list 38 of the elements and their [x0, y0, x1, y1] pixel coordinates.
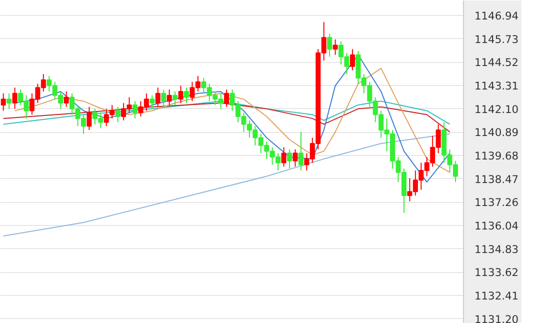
y-tick-label: 1142.10: [474, 102, 519, 116]
y-tick-label: 1134.83: [474, 242, 519, 256]
candlestick: [64, 90, 69, 108]
candlestick: [150, 94, 155, 110]
y-tick-label: 1144.52: [474, 56, 519, 70]
candlestick: [298, 131, 304, 171]
y-tick-label: 1139.68: [474, 149, 519, 162]
candlestick: [281, 146, 286, 168]
candlestick: [6, 92, 12, 110]
line-series: [14, 68, 450, 173]
candlestick: [350, 48, 355, 71]
line-series: [2, 133, 450, 237]
y-tick-label: 1132.41: [474, 290, 519, 303]
candlestick: [115, 106, 120, 123]
candlestick: [0, 92, 6, 112]
y-tick-label: 1136.04: [474, 220, 519, 233]
y-tick-label: 1138.47: [474, 172, 519, 186]
candlestick: [327, 33, 332, 58]
candlestick: [292, 148, 298, 168]
candlestick: [287, 148, 292, 170]
candlestick: [132, 100, 138, 119]
candlestick: [184, 87, 190, 104]
candlestick: [161, 89, 166, 108]
candlestick: [224, 89, 230, 108]
candlestick: [86, 106, 92, 131]
candlestick: [332, 38, 338, 56]
y-tick-label: 1133.62: [474, 266, 519, 280]
candlestick: [166, 89, 172, 106]
candlestick: [155, 87, 160, 108]
y-tick-label: 1143.31: [474, 79, 519, 92]
y-tick-label: 1140.89: [474, 126, 519, 140]
y-tick-label: 1131.20: [474, 312, 519, 323]
candlestick: [178, 85, 184, 104]
y-tick-label: 1137.26: [474, 196, 519, 210]
y-tick-label: 1146.94: [474, 10, 519, 23]
y-tick-label: 1145.73: [474, 32, 519, 46]
candlestick: [12, 87, 18, 110]
candlestick: [172, 90, 178, 106]
